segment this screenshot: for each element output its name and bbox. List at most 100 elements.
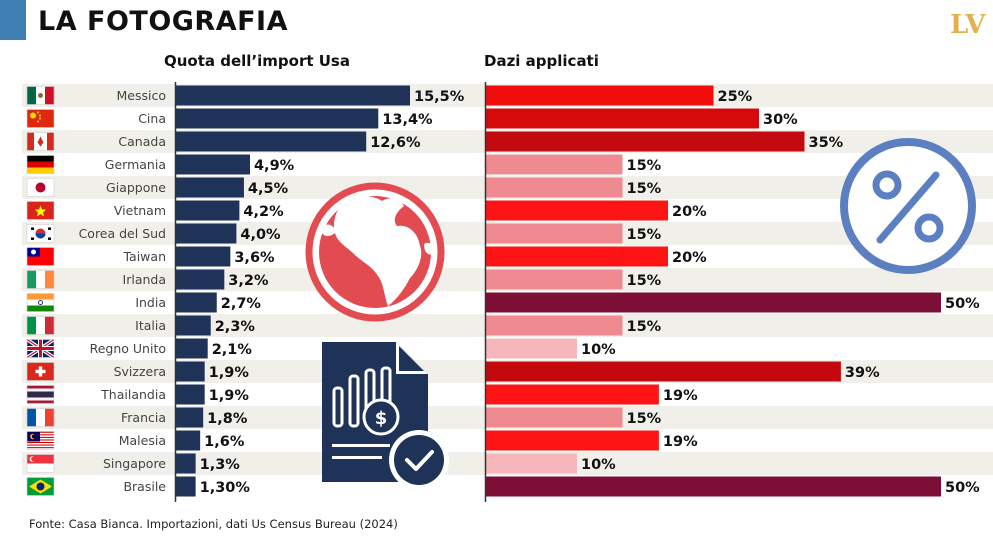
duty-value-label: 25% (718, 89, 753, 105)
duty-value-label: 30% (763, 112, 798, 128)
import-share-bar (176, 154, 250, 175)
import-share-value-label: 3,2% (228, 273, 269, 289)
country-label: Irlanda (123, 272, 166, 287)
duty-bar (486, 361, 841, 382)
country-label: Vietnam (114, 203, 166, 218)
flag-france-icon (26, 408, 55, 427)
chart-canvas: $ Messico 15,5% Cina 13,4% Canada 12,6% German… (22, 82, 993, 502)
duty-value-label: 10% (581, 342, 616, 358)
duty-value-label: 15% (627, 319, 662, 335)
flag-taiwan-icon (26, 247, 55, 266)
country-label: Thailandia (100, 387, 166, 402)
import-share-bar (176, 177, 244, 198)
import-share-value-label: 4,0% (240, 227, 281, 243)
duty-bar (486, 384, 659, 405)
percent-icon (840, 138, 976, 274)
duty-bar (486, 476, 941, 497)
logo-letter-l: L (950, 10, 966, 40)
duty-bar (486, 292, 941, 313)
duty-value-label: 19% (663, 434, 698, 450)
country-label: Svizzera (114, 364, 166, 379)
duty-value-label: 15% (627, 411, 662, 427)
import-share-value-label: 4,9% (254, 158, 295, 174)
duty-bar (486, 85, 714, 106)
flag-italy-icon (26, 316, 55, 335)
country-label: Cina (138, 111, 166, 126)
country-label: Messico (117, 88, 167, 103)
duty-bar (486, 453, 577, 474)
country-label: India (135, 295, 166, 310)
flag-mexico-icon (26, 86, 55, 105)
import-share-value-label: 1,3% (200, 457, 241, 473)
import-share-bar (176, 131, 367, 152)
import-share-bar (176, 476, 196, 497)
svg-text:$: $ (375, 408, 388, 429)
import-share-bar (176, 453, 196, 474)
duty-value-label: 50% (945, 480, 980, 496)
flag-singapore-icon (26, 454, 55, 473)
globe-icon (305, 182, 445, 322)
import-share-bar (176, 269, 225, 290)
import-share-value-label: 2,3% (215, 319, 256, 335)
import-share-value-label: 2,7% (221, 296, 262, 312)
duty-value-label: 35% (809, 135, 844, 151)
flag-germany-icon (26, 155, 55, 174)
import-share-title: Quota dell’import Usa (164, 52, 350, 70)
duty-value-label: 19% (663, 388, 698, 404)
duty-value-label: 15% (627, 273, 662, 289)
import-share-value-label: 1,30% (200, 480, 251, 496)
country-label: Brasile (123, 479, 166, 494)
import-share-bar (176, 338, 208, 359)
duty-bar (486, 315, 623, 336)
flag-canada-icon (26, 132, 55, 151)
import-share-bar (176, 407, 204, 428)
page-title: LA FOTOGRAFIA (38, 6, 289, 37)
flag-china-icon (26, 109, 55, 128)
duty-bar (486, 108, 759, 129)
import-share-bar (176, 223, 237, 244)
invoice-document-icon: $ (322, 342, 449, 490)
corner-accent (0, 0, 26, 40)
duty-bar (486, 430, 659, 451)
duty-bar (486, 200, 668, 221)
country-label: Taiwan (122, 249, 166, 264)
import-share-value-label: 4,2% (243, 204, 284, 220)
import-share-bar (176, 384, 205, 405)
country-label: Francia (121, 410, 166, 425)
duty-value-label: 15% (627, 227, 662, 243)
duty-bar (486, 154, 623, 175)
import-share-value-label: 3,6% (234, 250, 275, 266)
country-label: Giappone (106, 180, 166, 195)
source-note: Fonte: Casa Bianca. Importazioni, dati U… (29, 517, 398, 531)
duty-bar (486, 223, 623, 244)
duty-bar (486, 177, 623, 198)
import-share-value-label: 1,9% (209, 365, 250, 381)
import-share-value-label: 1,9% (209, 388, 250, 404)
import-share-bar (176, 292, 217, 313)
duty-value-label: 15% (627, 158, 662, 174)
import-share-bar (176, 108, 379, 129)
flag-south-korea-icon (26, 224, 55, 243)
flag-ireland-icon (26, 270, 55, 289)
flag-switzerland-icon (26, 362, 55, 381)
duty-value-label: 50% (945, 296, 980, 312)
duty-value-label: 39% (845, 365, 880, 381)
import-share-bar (176, 361, 205, 382)
country-label: Corea del Sud (79, 226, 166, 241)
import-share-bar (176, 85, 410, 106)
import-share-value-label: 15,5% (414, 89, 465, 105)
duty-value-label: 15% (627, 181, 662, 197)
import-share-value-label: 12,6% (370, 135, 421, 151)
flag-india-icon (26, 293, 55, 312)
country-label: Malesia (119, 433, 166, 448)
duty-bar (486, 338, 577, 359)
country-label: Singapore (103, 456, 166, 471)
import-share-bar (176, 315, 211, 336)
duty-bar (486, 131, 805, 152)
duties-title: Dazi applicati (484, 52, 599, 70)
import-share-value-label: 13,4% (382, 112, 433, 128)
import-share-value-label: 2,1% (212, 342, 253, 358)
flag-united-kingdom-icon (26, 338, 55, 359)
import-share-value-label: 1,8% (207, 411, 248, 427)
brand-logo: LV (950, 10, 985, 40)
